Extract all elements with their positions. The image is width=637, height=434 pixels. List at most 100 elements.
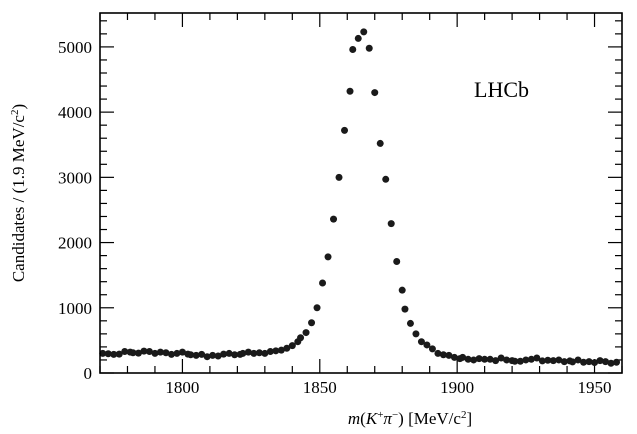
- data-point: [417, 338, 425, 346]
- axis-title-part: m: [348, 409, 360, 428]
- axis-ticks: [99, 13, 623, 374]
- data-point: [173, 349, 181, 357]
- data-point: [308, 319, 316, 327]
- x-axis-title: m(K+π−) [MeV/c2]: [348, 409, 472, 428]
- data-point: [341, 126, 349, 134]
- data-point: [250, 349, 258, 357]
- data-point: [140, 347, 148, 355]
- data-point: [244, 348, 252, 356]
- data-point: [371, 89, 379, 97]
- data-point: [192, 351, 200, 359]
- data-point: [302, 329, 310, 337]
- data-point: [398, 286, 406, 294]
- data-point: [497, 354, 505, 362]
- tick-labels: 1800 1850 1900 1950 0 1000 2000 3000 4000 5000: [58, 38, 612, 397]
- y-tick-label: 1000: [58, 299, 92, 318]
- data-point: [129, 349, 137, 357]
- data-point: [533, 354, 541, 362]
- data-point: [365, 44, 373, 52]
- data-point: [151, 349, 159, 357]
- data-point: [231, 351, 239, 359]
- data-point: [277, 346, 285, 354]
- data-point: [376, 139, 384, 147]
- data-point: [516, 357, 524, 365]
- data-point: [401, 305, 409, 313]
- data-point: [591, 359, 599, 367]
- data-point: [115, 350, 123, 358]
- data-point: [434, 349, 442, 357]
- axis-title-part: K: [365, 409, 379, 428]
- data-point: [255, 349, 263, 357]
- x-tick-label: 1850: [303, 378, 337, 397]
- y-tick-label: 2000: [58, 234, 92, 253]
- y-tick-label: 5000: [58, 38, 92, 57]
- data-point: [360, 28, 368, 36]
- data-point: [470, 356, 478, 364]
- data-point: [313, 304, 321, 312]
- data-point: [492, 357, 500, 365]
- data-point: [445, 351, 453, 359]
- data-point: [99, 349, 107, 357]
- y-axis-title: Candidates / (1.9 MeV/c2): [9, 104, 28, 282]
- data-point: [239, 349, 247, 357]
- data-point: [475, 355, 483, 363]
- data-point: [522, 356, 530, 364]
- data-point: [156, 348, 164, 356]
- data-point: [450, 353, 458, 361]
- data-point: [203, 353, 211, 361]
- data-point: [220, 350, 228, 358]
- axis-title-part: −: [392, 409, 398, 421]
- data-point: [272, 347, 280, 355]
- data-point: [527, 355, 535, 363]
- data-point: [538, 357, 546, 365]
- data-point: [486, 355, 494, 363]
- data-point: [297, 334, 305, 342]
- data-point: [382, 175, 390, 183]
- data-point: [167, 350, 175, 358]
- data-point: [585, 358, 593, 366]
- axis-title-part: ) [MeV/c: [398, 409, 461, 428]
- data-point: [324, 253, 332, 261]
- data-point: [134, 349, 142, 357]
- data-point: [319, 279, 327, 287]
- data-point: [261, 349, 269, 357]
- data-point: [288, 342, 296, 350]
- data-point: [569, 358, 577, 366]
- data-point: [266, 347, 274, 355]
- data-point: [555, 356, 563, 364]
- data-point: [104, 350, 112, 358]
- data-point: [503, 356, 511, 364]
- plot-frame: [99, 12, 623, 374]
- data-point: [607, 359, 615, 367]
- data-point: [613, 358, 621, 366]
- x-tick-label: 1800: [165, 378, 199, 397]
- data-point: [214, 352, 222, 360]
- data-point: [178, 348, 186, 356]
- y-tick-label: 3000: [58, 168, 92, 187]
- y-tick-label: 0: [84, 364, 93, 383]
- data-point: [110, 350, 118, 358]
- data-point: [387, 220, 395, 228]
- data-point: [330, 215, 338, 223]
- data-point: [574, 356, 582, 364]
- axis-title-part: Candidates / (1.9 MeV/c: [9, 115, 28, 283]
- axis-title-part: π: [383, 409, 392, 428]
- data-point: [412, 330, 420, 338]
- axis-title-part: ): [9, 104, 28, 110]
- data-point: [464, 355, 472, 363]
- axis-title-part: 2: [461, 409, 467, 421]
- axis-title-part: 2: [9, 110, 21, 116]
- data-point: [544, 356, 552, 364]
- data-point: [349, 46, 357, 54]
- data-point: [335, 173, 343, 181]
- data-point: [428, 345, 436, 353]
- data-point: [423, 341, 431, 349]
- axis-title-part: (: [360, 409, 366, 428]
- data-points: [99, 28, 621, 367]
- experiment-label: LHCb: [474, 77, 529, 102]
- data-point: [602, 358, 610, 366]
- y-tick-label: 4000: [58, 103, 92, 122]
- data-point: [346, 87, 354, 95]
- data-point: [511, 357, 519, 365]
